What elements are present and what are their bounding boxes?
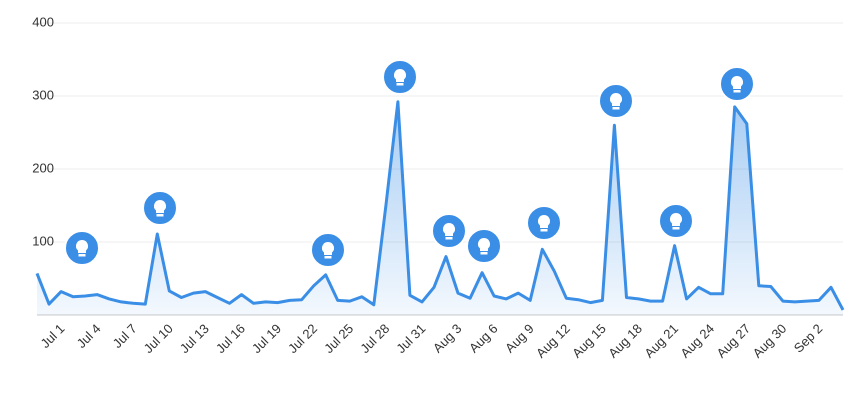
bulb xyxy=(537,214,551,228)
bulb xyxy=(609,92,623,106)
annotation-icon xyxy=(719,66,755,102)
x-tick-label: Jul 1 xyxy=(38,321,68,351)
annotation-icon xyxy=(526,205,562,241)
x-tick-label: Sep 2 xyxy=(791,321,826,356)
x-tick-label: Aug 24 xyxy=(677,321,717,361)
annotation-icon xyxy=(142,190,178,226)
line xyxy=(35,100,845,311)
bulb-base xyxy=(78,254,86,257)
annotation-icon xyxy=(64,230,100,266)
x-tick-label: Jul 19 xyxy=(249,321,284,356)
bulb xyxy=(730,75,744,89)
y-tick-label: 300 xyxy=(32,87,54,102)
x-tick-label: Jul 28 xyxy=(357,321,392,356)
annotation-icon xyxy=(310,232,346,268)
x-tick-label: Jul 4 xyxy=(74,321,104,351)
bulb xyxy=(442,222,456,236)
bulb-base xyxy=(396,83,404,86)
x-tick-label: Jul 10 xyxy=(141,321,176,356)
x-tick-label: Aug 3 xyxy=(430,321,465,356)
x-tick-label: Jul 22 xyxy=(285,321,320,356)
x-tick-label: Jul 13 xyxy=(177,321,212,356)
bulb-base xyxy=(324,256,332,259)
x-tick-label: Aug 27 xyxy=(714,321,754,361)
bulb-base xyxy=(445,237,453,240)
bulb-base xyxy=(480,252,488,255)
x-tick-label: Jul 25 xyxy=(321,321,356,356)
annotation-icon xyxy=(382,59,418,95)
x-tick-label: Jul 16 xyxy=(213,321,248,356)
bulb-base xyxy=(733,90,741,93)
annotation-icon xyxy=(658,203,694,239)
bulb xyxy=(477,237,491,251)
bulb xyxy=(393,68,407,82)
bulb-base xyxy=(156,214,164,217)
annotation-icon xyxy=(598,83,634,119)
y-tick-label: 100 xyxy=(32,233,54,248)
bulb-base xyxy=(540,229,548,232)
x-tick-label: Aug 15 xyxy=(569,321,609,361)
x-tick-label: Aug 21 xyxy=(641,321,681,361)
bulb-base xyxy=(672,227,680,230)
x-tick-label: Aug 30 xyxy=(750,321,790,361)
x-tick-label: Aug 9 xyxy=(502,321,537,356)
bulb xyxy=(321,241,335,255)
bulb xyxy=(75,239,89,253)
x-tick-label: Jul 7 xyxy=(110,321,140,351)
bulb xyxy=(153,199,167,213)
bulb-base xyxy=(612,107,620,110)
x-tick-label: Aug 12 xyxy=(533,321,573,361)
annotation-icon xyxy=(466,228,502,264)
x-tick-label: Aug 18 xyxy=(605,321,645,361)
y-tick-label: 200 xyxy=(32,160,54,175)
y-tick-label: 400 xyxy=(32,14,54,29)
bulb xyxy=(669,212,683,226)
x-tick-label: Aug 6 xyxy=(466,321,501,356)
annotation-icon xyxy=(431,213,467,249)
x-tick-label: Jul 31 xyxy=(393,321,428,356)
